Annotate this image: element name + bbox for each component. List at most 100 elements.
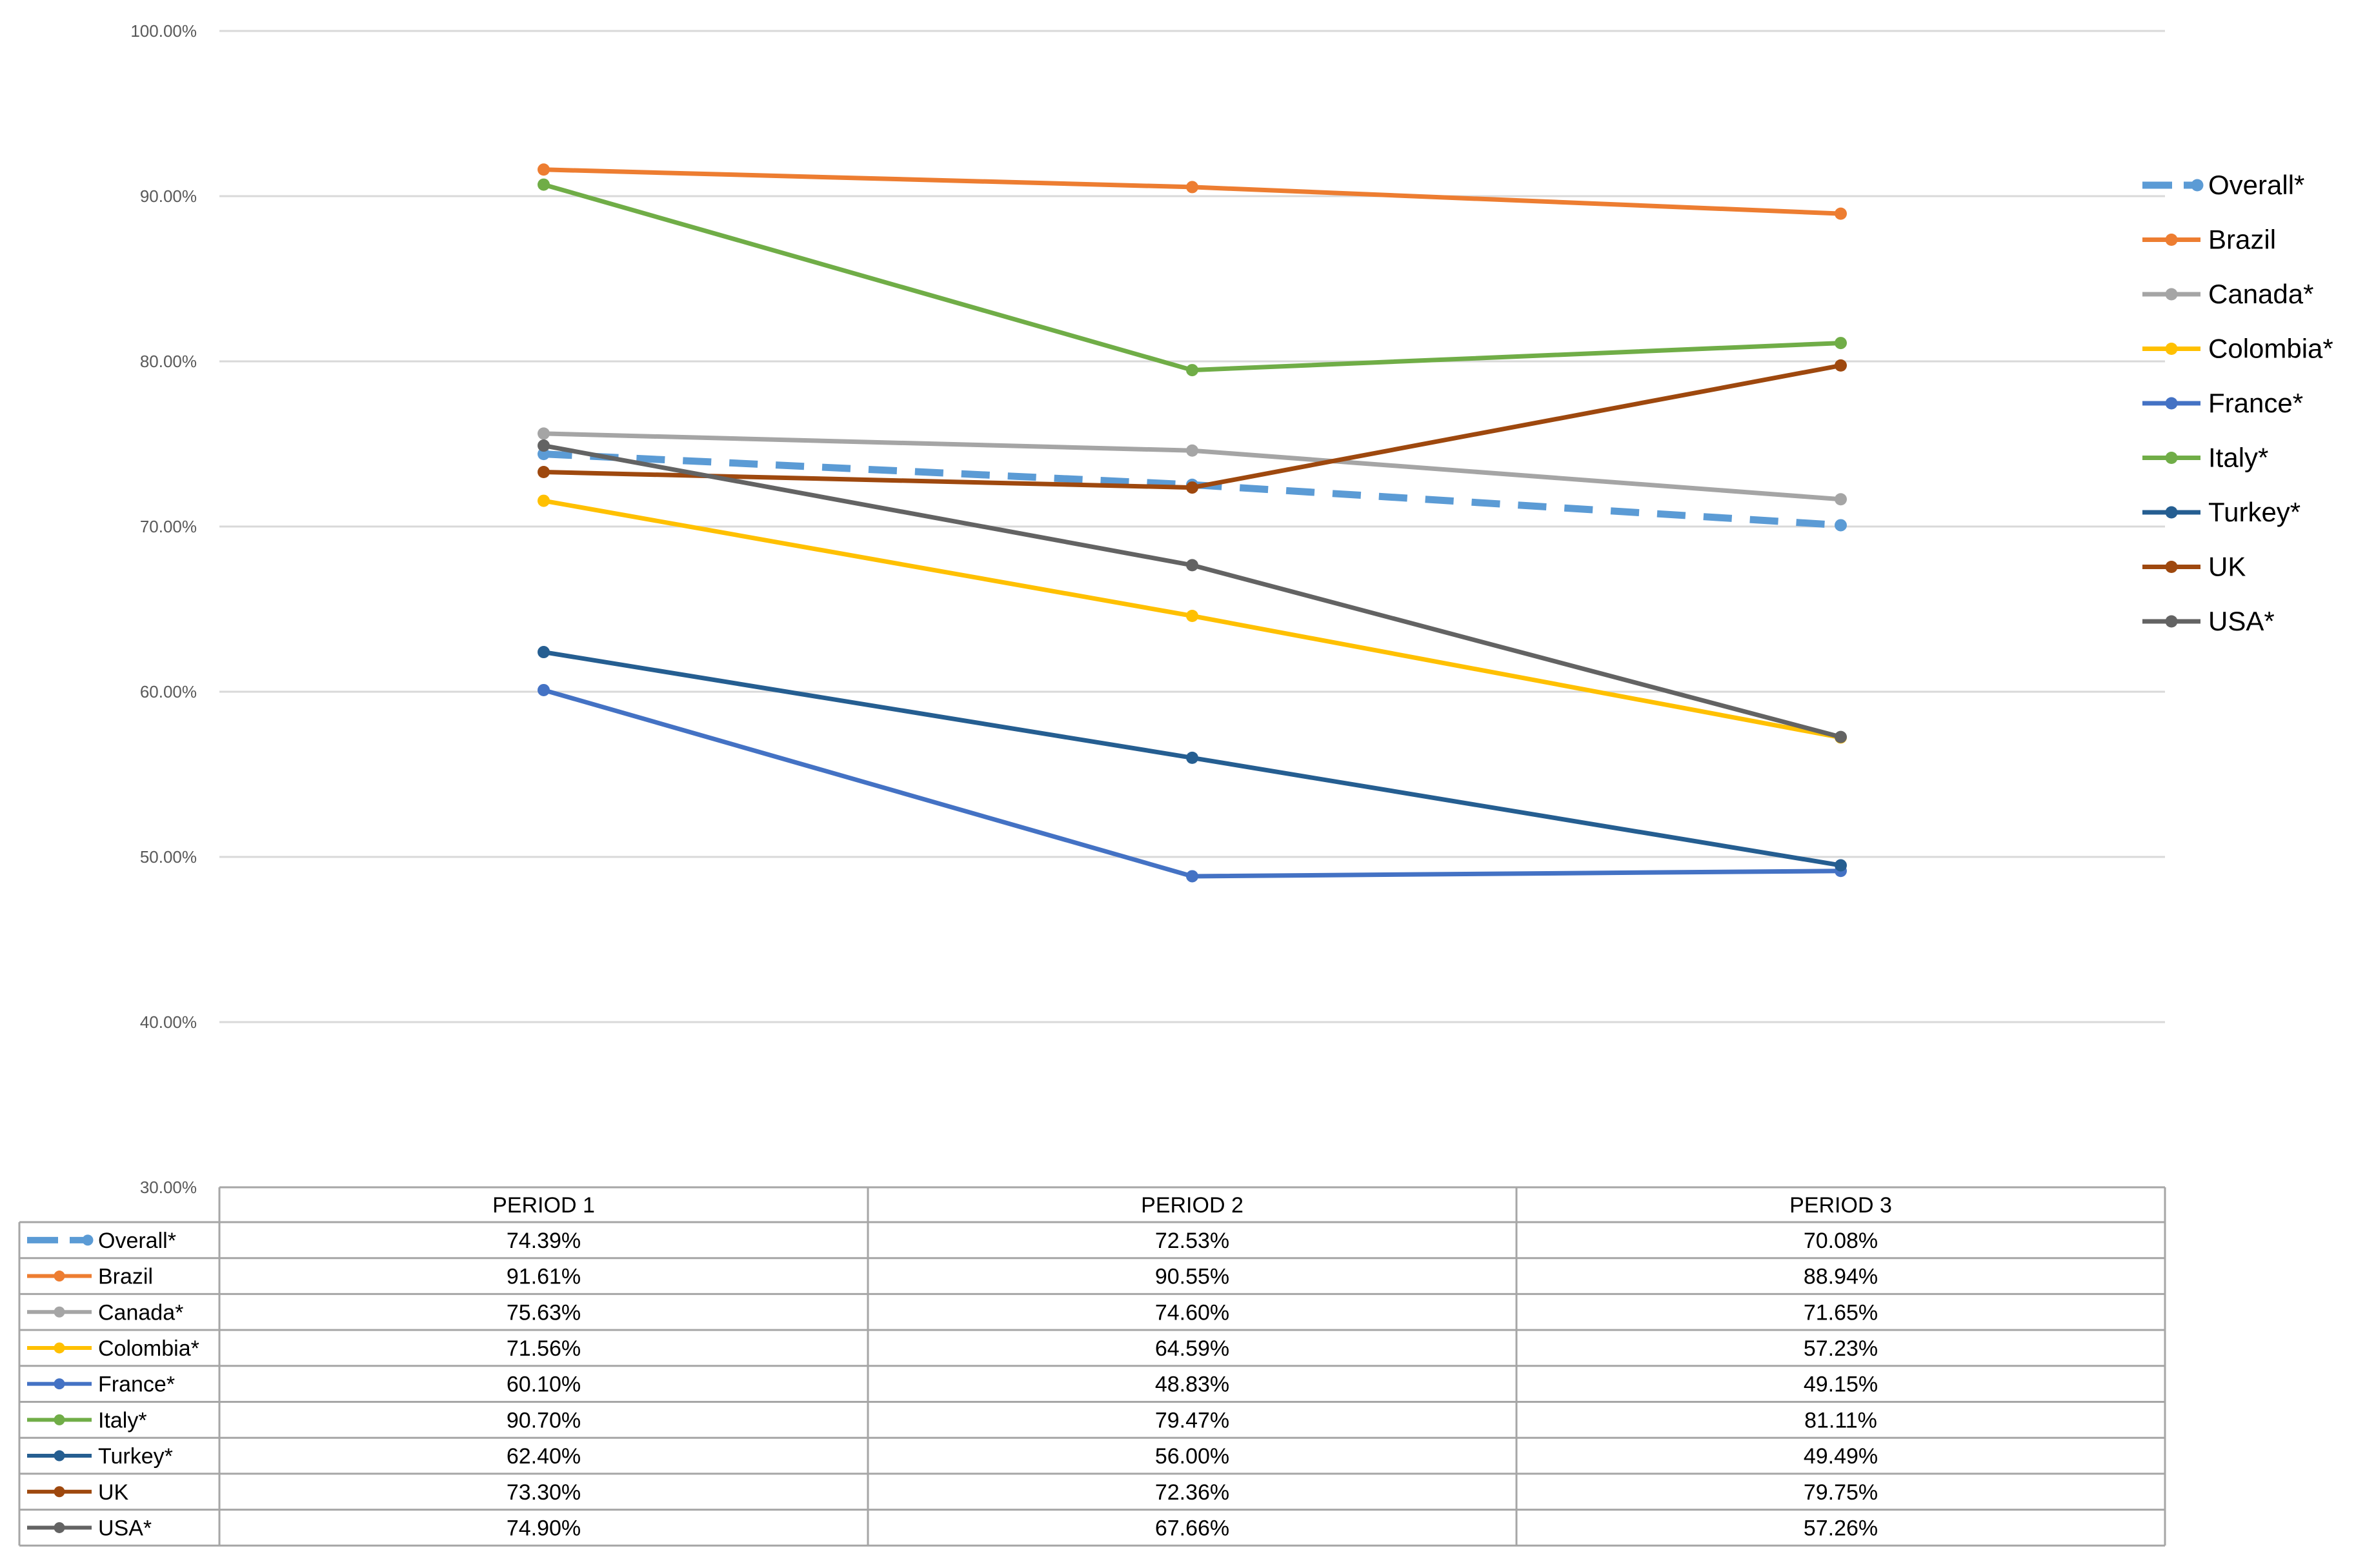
category-label: PERIOD 1 — [492, 1193, 595, 1218]
data-point-colombia — [538, 494, 550, 507]
table-cell: 57.26% — [1804, 1516, 1878, 1540]
legend-item-france: France* — [2142, 388, 2303, 418]
series-lines — [538, 163, 1847, 883]
y-tick-label: 50.00% — [140, 847, 197, 867]
table-cell: 64.59% — [1155, 1336, 1229, 1361]
table-row-label: Canada* — [98, 1300, 183, 1325]
table-cell: 75.63% — [507, 1300, 581, 1325]
data-point-brazil — [538, 163, 550, 176]
legend-item-canada: Canada* — [2142, 279, 2313, 309]
legend-marker — [2165, 615, 2178, 628]
data-point-colombia — [1186, 609, 1198, 622]
legend-item-turkey: Turkey* — [2142, 497, 2301, 527]
category-label: PERIOD 2 — [1141, 1193, 1243, 1218]
table-cell: 56.00% — [1155, 1444, 1229, 1469]
legend-marker — [2165, 561, 2178, 573]
data-point-brazil — [1186, 181, 1198, 194]
y-tick-label: 60.00% — [140, 682, 197, 701]
y-tick-label: 100.00% — [130, 21, 197, 41]
table-row: Overall* 74.39% 72.53% 70.08% — [27, 1229, 1878, 1253]
table-cell: 70.08% — [1804, 1229, 1878, 1253]
table-legend-marker — [54, 1486, 65, 1498]
legend-label: USA* — [2208, 606, 2275, 636]
table-cell: 81.11% — [1804, 1408, 1877, 1432]
table-legend-marker — [54, 1342, 65, 1354]
data-point-brazil — [1835, 207, 1847, 220]
table-cell: 71.56% — [507, 1336, 581, 1361]
legend-label: Overall* — [2208, 170, 2304, 200]
table-row: Turkey* 62.40% 56.00% 49.49% — [27, 1444, 1878, 1469]
series-brazil — [538, 163, 1847, 220]
data-point-turkey — [1835, 859, 1847, 872]
legend-marker — [2165, 397, 2178, 410]
legend-marker — [2191, 179, 2204, 192]
legend-label: France* — [2208, 388, 2303, 418]
table-row: Italy* 90.70% 79.47% 81.11% — [27, 1408, 1877, 1432]
table-cell: 67.66% — [1155, 1516, 1229, 1540]
table-row-label: Colombia* — [98, 1336, 199, 1361]
y-tick-label: 70.00% — [140, 517, 197, 536]
legend-label: Colombia* — [2208, 334, 2333, 364]
legend-item-italy: Italy* — [2142, 443, 2268, 473]
data-point-uk — [1835, 359, 1847, 372]
table-row-label: USA* — [98, 1516, 152, 1540]
data-point-france — [538, 683, 550, 696]
table-legend-marker — [54, 1414, 65, 1425]
table-cell: 49.49% — [1804, 1444, 1878, 1469]
data-point-uk — [538, 466, 550, 479]
table-cell: 90.55% — [1155, 1265, 1229, 1289]
table-cell: 48.83% — [1155, 1372, 1229, 1397]
table-cell: 79.75% — [1804, 1480, 1878, 1505]
table-cell: 74.90% — [507, 1516, 581, 1540]
legend-item-uk: UK — [2142, 552, 2246, 582]
legend-marker — [2165, 452, 2178, 464]
table-row-label: Brazil — [98, 1265, 153, 1289]
table-legend-marker — [54, 1450, 65, 1462]
table-cell: 74.39% — [507, 1229, 581, 1253]
legend-marker — [2165, 288, 2178, 301]
table-cell: 62.40% — [507, 1444, 581, 1469]
legend-label: UK — [2208, 552, 2246, 582]
table-legend-marker — [54, 1378, 65, 1390]
y-tick-label: 30.00% — [140, 1178, 197, 1197]
table-row: UK 73.30% 72.36% 79.75% — [27, 1480, 1878, 1505]
legend-label: Brazil — [2208, 225, 2276, 255]
table-row: USA* 74.90% 67.66% 57.26% — [27, 1516, 1878, 1540]
series-colombia — [538, 494, 1847, 744]
series-canada — [538, 427, 1847, 506]
table-legend-marker — [54, 1522, 65, 1533]
series-france — [538, 683, 1847, 883]
data-point-italy — [1835, 337, 1847, 350]
table-cell: 90.70% — [507, 1408, 581, 1432]
legend-label: Turkey* — [2208, 497, 2301, 527]
table-cell: 49.15% — [1804, 1372, 1878, 1397]
data-point-canada — [1835, 493, 1847, 506]
table-row-label: Turkey* — [98, 1444, 173, 1469]
table-cell: 88.94% — [1804, 1265, 1878, 1289]
legend: Overall* Brazil Canada* Colombia* France* Ita… — [2142, 170, 2333, 636]
series-turkey — [538, 646, 1847, 872]
y-tick-label: 40.00% — [140, 1012, 197, 1032]
data-point-canada — [538, 427, 550, 440]
table-row-label: Italy* — [98, 1408, 147, 1432]
data-point-usa — [1835, 730, 1847, 743]
table-row: Canada* 75.63% 74.60% 71.65% — [27, 1300, 1878, 1325]
series-line-overall — [543, 450, 1841, 529]
data-point-usa — [538, 439, 550, 452]
table-row: Brazil 91.61% 90.55% 88.94% — [27, 1265, 1878, 1289]
table-legend-marker — [82, 1234, 94, 1246]
series-italy — [538, 178, 1847, 377]
data-table: PERIOD 1 PERIOD 2 PERIOD 3 Overall* 74.39% 72… — [18, 1186, 2166, 1547]
data-point-turkey — [1186, 751, 1198, 764]
legend-item-colombia: Colombia* — [2142, 334, 2333, 364]
series-line-uk — [543, 363, 1842, 490]
table-cell: 60.10% — [507, 1372, 581, 1397]
table-cell: 71.65% — [1804, 1300, 1878, 1325]
legend-item-usa: USA* — [2142, 606, 2275, 636]
legend-item-overall: Overall* — [2142, 170, 2304, 200]
data-point-italy — [1186, 364, 1198, 377]
legend-label: Italy* — [2208, 443, 2268, 473]
table-row-label: France* — [98, 1372, 175, 1397]
